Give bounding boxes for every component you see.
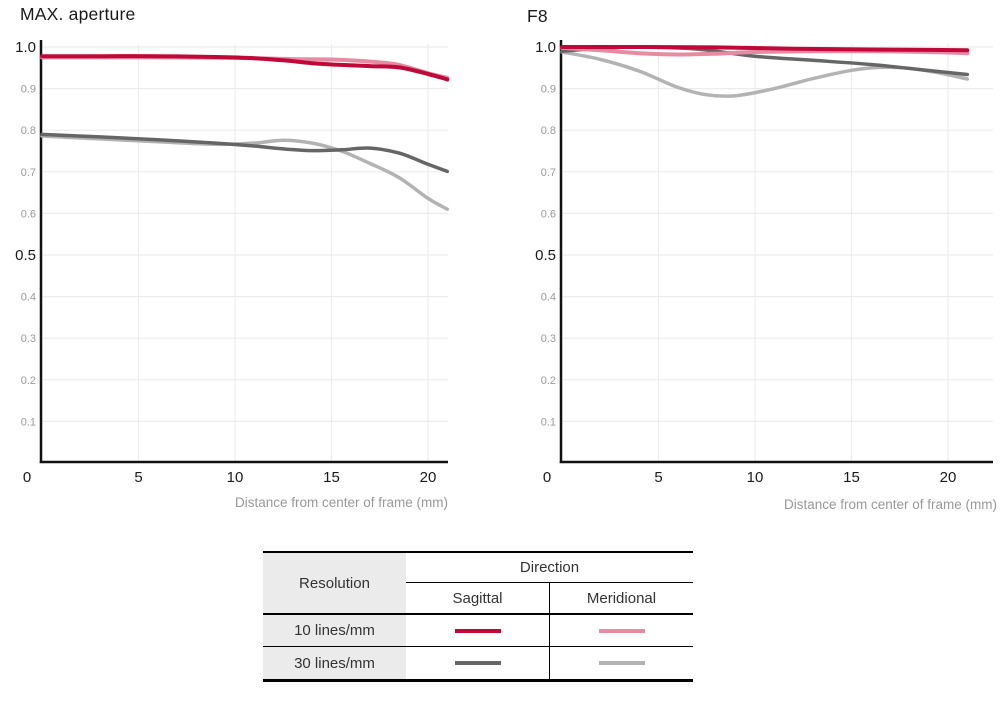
legend-subheader-row: Sagittal Meridional [263, 582, 693, 615]
legend-cell [406, 614, 550, 647]
x-axis-label: Distance from center of frame (mm) [783, 497, 997, 512]
y-tick-label: 0.6 [541, 208, 556, 220]
y-tick-label: 0.6 [21, 208, 36, 220]
chart-title-max-aperture: MAX. aperture [20, 4, 136, 24]
swatch-10-sagittal [454, 628, 501, 633]
legend-label-30-lines: 30 lines/mm [263, 646, 406, 681]
x-tick-label: 10 [747, 469, 764, 486]
y-tick-label: 0.9 [21, 84, 36, 96]
y-tick-label: 0.5 [15, 247, 36, 264]
x-tick-label: 10 [227, 469, 244, 486]
legend-header-row: Resolution Direction [263, 552, 693, 615]
series-10-lines-mm-sagittal [560, 44, 970, 53]
y-tick-label: 0.4 [21, 292, 36, 304]
legend-column-meridional: Meridional [549, 582, 693, 615]
x-tick-label: 0 [543, 469, 551, 486]
y-tick-label: 0.5 [535, 247, 556, 264]
legend-cell [549, 646, 693, 681]
y-tick-label: 0.3 [21, 333, 36, 345]
y-tick-label: 0.7 [541, 167, 556, 179]
series-10-lines-mm-sagittal [40, 54, 450, 82]
series-30-lines-mm-meridional [40, 134, 450, 211]
legend-label-10-lines: 10 lines/mm [263, 614, 406, 647]
y-tick-label: 0.9 [541, 84, 556, 96]
x-tick-label: 20 [940, 469, 957, 486]
y-tick-label: 0.3 [541, 333, 556, 345]
series-30-lines-mm-sagittal [40, 132, 450, 174]
legend-column-sagittal: Sagittal [406, 582, 550, 615]
swatch-10-meridional [598, 628, 645, 633]
x-tick-label: 5 [654, 469, 662, 486]
y-tick-label: 0.8 [541, 125, 556, 137]
x-tick-label: 0 [23, 469, 31, 486]
mtf-chart-max-aperture: 1.0 0.9 0.8 0.7 0.6 0.5 0.4 0.3 0.2 0.1 0 5 10 15 20 [15, 39, 450, 486]
legend-resolution-header: Resolution [263, 552, 406, 615]
y-tick-label: 0.8 [21, 125, 36, 137]
y-tick-label: 0.1 [21, 416, 36, 428]
legend-table: Resolution Direction Sagittal Meridional… [263, 551, 693, 682]
y-tick-label: 0.2 [21, 375, 36, 387]
x-tick-label: 20 [420, 469, 437, 486]
y-tick-label: 0.1 [541, 416, 556, 428]
legend-row-30-lines: 30 lines/mm [263, 646, 693, 681]
chart-title-f8: F8 [527, 6, 548, 26]
y-tick-label: 1.0 [15, 39, 36, 56]
swatch-30-meridional [598, 661, 645, 665]
y-tick-label: 0.2 [541, 375, 556, 387]
legend-direction-header: Direction [406, 552, 693, 583]
y-tick-label: 0.4 [541, 292, 556, 304]
y-tick-label: 0.7 [21, 167, 36, 179]
x-tick-label: 15 [323, 469, 340, 486]
mtf-chart-f8: 1.0 0.9 0.8 0.7 0.6 0.5 0.4 0.3 0.2 0.1 0 5 10 15 20 [535, 39, 993, 486]
y-tick-label: 1.0 [535, 39, 556, 56]
x-tick-label: 15 [843, 469, 860, 486]
legend-cell [549, 614, 693, 647]
legend-cell [406, 647, 550, 681]
x-tick-label: 5 [134, 469, 142, 486]
legend-row-10-lines: 10 lines/mm [263, 614, 693, 647]
swatch-30-sagittal [454, 661, 501, 665]
x-axis-label: Distance from center of frame (mm) [234, 495, 448, 510]
